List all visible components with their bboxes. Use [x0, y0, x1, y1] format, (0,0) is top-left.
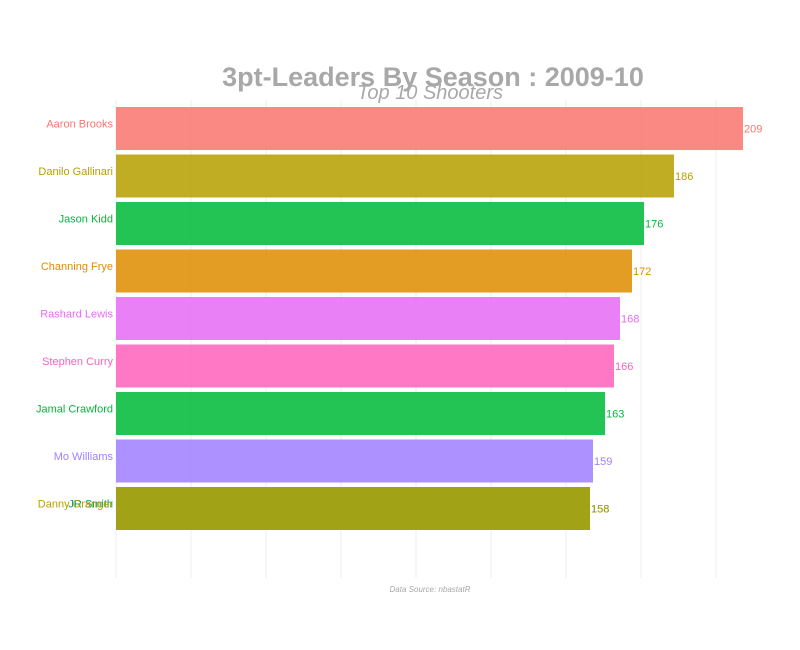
value-label: 209 [744, 123, 762, 135]
category-label: Danny Granger [38, 498, 114, 510]
category-label: Channing Frye [41, 261, 113, 273]
value-label: 163 [606, 408, 624, 420]
bar-jamal-crawford [116, 392, 605, 435]
category-label: Stephen Curry [42, 356, 113, 368]
category-label: Mo Williams [54, 451, 114, 463]
category-label: JR Smith [68, 498, 113, 510]
bars [116, 107, 743, 530]
bar-danilo-gallinari [116, 154, 674, 198]
value-label: 158 [591, 503, 609, 515]
value-label: 158 [591, 503, 609, 515]
bar-rashard-lewis [116, 297, 620, 340]
bar-channing-frye [116, 249, 632, 293]
bar-danny-granger [116, 487, 590, 530]
chart-title: 3pt-Leaders By Season : 2009-10 [222, 62, 644, 92]
bar-aaron-brooks [116, 107, 743, 150]
value-label: 172 [633, 266, 651, 278]
category-label: Jamal Crawford [36, 403, 113, 415]
category-label: Aaron Brooks [46, 118, 113, 130]
labels: Aaron Brooks 209 Danilo Gallinari 186 Jason … [36, 118, 762, 515]
value-label: 176 [645, 218, 663, 230]
value-label: 168 [621, 313, 639, 325]
value-label: 159 [594, 456, 612, 468]
bar-jason-kidd [116, 202, 644, 245]
value-label: 166 [615, 361, 633, 373]
bar-stephen-curry [116, 344, 614, 388]
value-label: 186 [675, 171, 693, 183]
chart-caption: Data Source: nbastatR [390, 585, 471, 594]
chart-subtitle: Top 10 Shooters [357, 82, 503, 104]
category-label: Jason Kidd [59, 213, 113, 225]
bar-mo-williams [116, 439, 593, 483]
category-label: Rashard Lewis [40, 308, 113, 320]
category-label: Danilo Gallinari [38, 166, 113, 178]
